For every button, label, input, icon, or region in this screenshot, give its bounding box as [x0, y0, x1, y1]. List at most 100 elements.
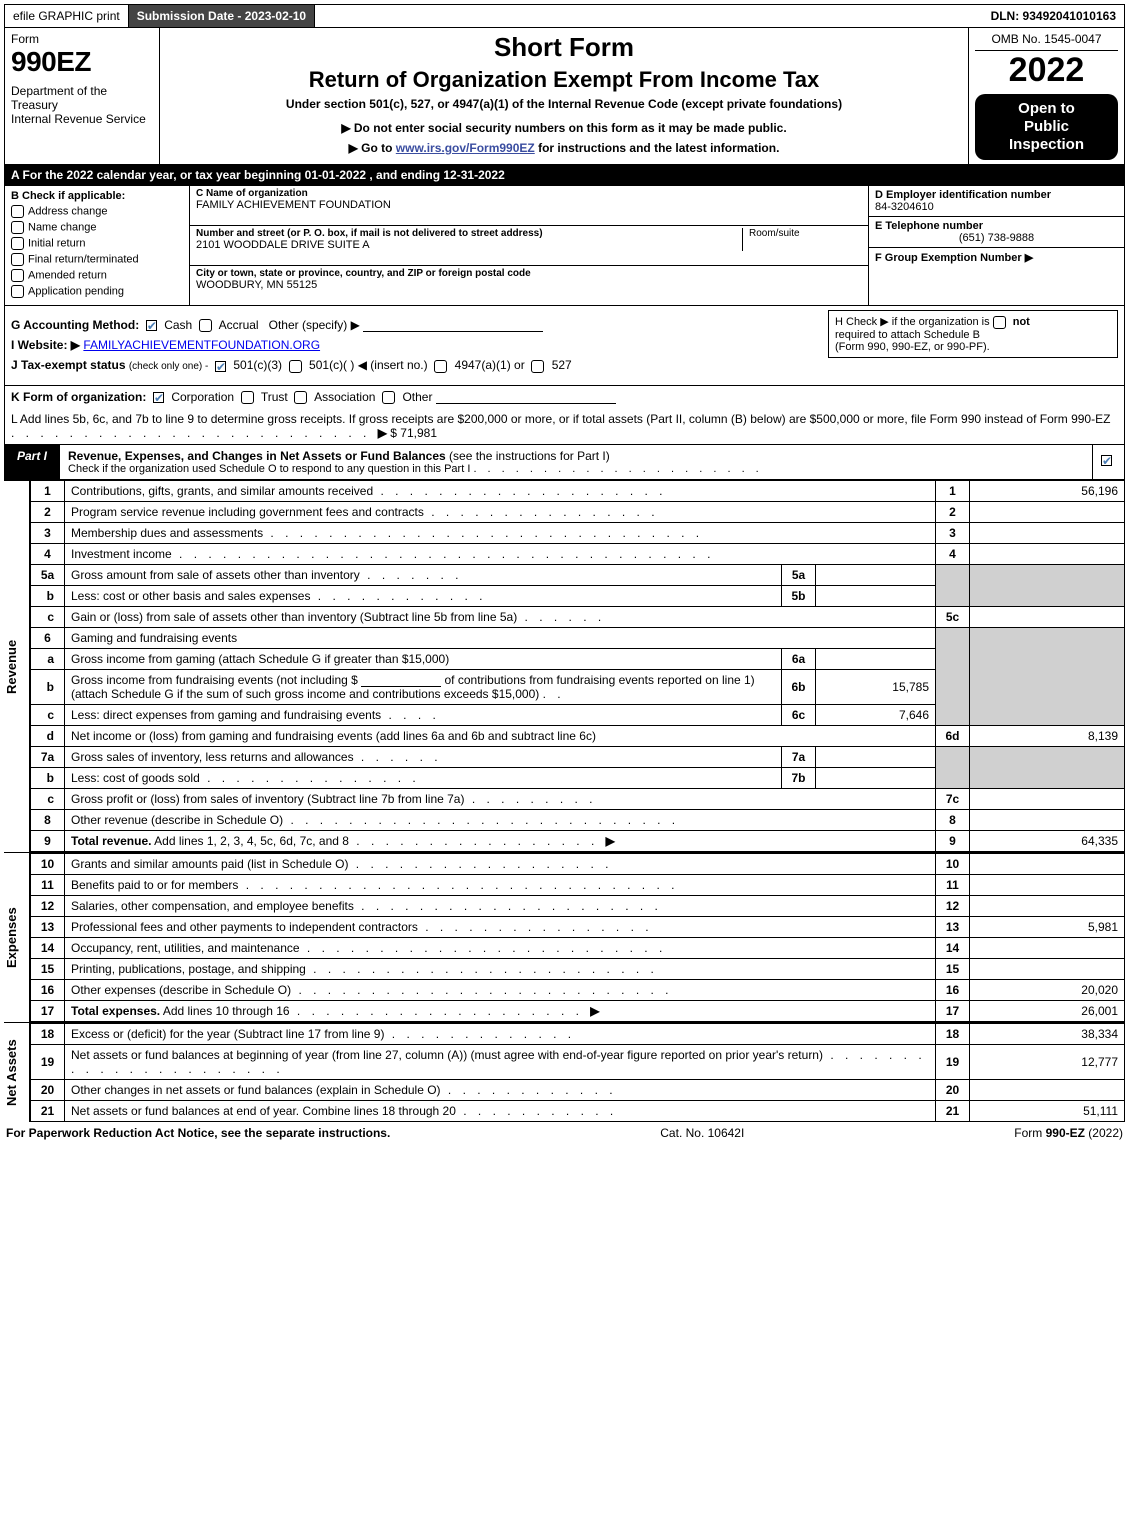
website-link[interactable]: FAMILYACHIEVEMENTFOUNDATION.ORG [83, 338, 320, 352]
f-group-row: F Group Exemption Number ▶ [869, 248, 1124, 305]
line-desc: Gross income from gaming (attach Schedul… [65, 648, 782, 669]
e-phone-label: E Telephone number [875, 220, 1118, 232]
g-other-input[interactable] [363, 318, 543, 332]
dots: . . . . . . . . . . . . . . . . . . . . … [300, 941, 667, 955]
line-desc: Gain or (loss) from sale of assets other… [65, 606, 936, 627]
j-501c: 501(c)( ) ◀ (insert no.) [309, 358, 428, 372]
goto-link[interactable]: www.irs.gov/Form990EZ [396, 141, 535, 155]
line-rnum: 18 [936, 1023, 970, 1045]
checkbox-icon[interactable] [993, 316, 1006, 329]
line-no: 16 [31, 979, 65, 1000]
mini-label: 5a [782, 564, 816, 585]
checkbox-icon[interactable] [153, 392, 164, 403]
mini-value: 15,785 [816, 669, 936, 704]
opt-final-return[interactable]: Final return/terminated [11, 253, 183, 266]
desc-text: Benefits paid to or for members [71, 878, 238, 892]
g-other: Other (specify) ▶ [269, 318, 360, 332]
short-form-title: Short Form [168, 32, 960, 63]
l-value: $ 71,981 [390, 426, 437, 440]
checkbox-icon[interactable] [294, 391, 307, 404]
desc-text: Net assets or fund balances at end of ye… [71, 1104, 456, 1118]
spacer [315, 5, 982, 27]
col-c: C Name of organization FAMILY ACHIEVEMEN… [190, 186, 869, 305]
dots: . . . . . . . . . . . . . . . . . . . . [373, 484, 666, 498]
checkbox-icon[interactable] [215, 361, 226, 372]
desc-text: Gain or (loss) from sale of assets other… [71, 610, 517, 624]
line-no: 12 [31, 895, 65, 916]
dots: . . . . . . . . . . . . . . . . . . . . … [473, 463, 762, 475]
opt-address-change[interactable]: Address change [11, 205, 183, 218]
opt-label: Amended return [28, 269, 107, 281]
checkbox-icon[interactable] [289, 360, 302, 373]
dots: . . . . . . . . . . . [456, 1104, 617, 1118]
j-527: 527 [552, 358, 572, 372]
part-i-schedule-o-check[interactable] [1092, 445, 1124, 479]
form-header: Form 990EZ Department of the Treasury In… [4, 28, 1125, 165]
inspection: Inspection [1009, 136, 1084, 153]
i-prefix: I Website: ▶ [11, 338, 80, 352]
line-10: 10 Grants and similar amounts paid (list… [31, 853, 1125, 875]
line-no: 9 [31, 830, 65, 851]
b-text: Check if applicable: [22, 190, 125, 202]
line-desc: Investment income . . . . . . . . . . . … [65, 543, 936, 564]
line-desc: Membership dues and assessments . . . . … [65, 522, 936, 543]
checkbox-icon[interactable] [146, 320, 157, 331]
line-no: 11 [31, 874, 65, 895]
col-b-header: B Check if applicable: [11, 190, 183, 202]
line-rnum: 7c [936, 788, 970, 809]
public: Public [1024, 118, 1069, 135]
checkbox-icon[interactable] [199, 319, 212, 332]
checkbox-icon[interactable] [241, 391, 254, 404]
goto-suffix: for instructions and the latest informat… [538, 141, 779, 155]
l-text: L Add lines 5b, 6c, and 7b to line 9 to … [11, 412, 1110, 426]
footer-right-suffix: (2022) [1085, 1126, 1123, 1140]
contrib-input[interactable] [361, 673, 441, 687]
line-no: c [31, 704, 65, 725]
line-no: c [31, 606, 65, 627]
line-9: 9 Total revenue. Add lines 1, 2, 3, 4, 5… [31, 830, 1125, 851]
line-no: 21 [31, 1100, 65, 1121]
line-no: b [31, 585, 65, 606]
line-amt [970, 809, 1125, 830]
irs-label: Internal Revenue Service [11, 112, 146, 126]
e-phone-row: E Telephone number (651) 738-9888 [869, 217, 1124, 248]
b-prefix: B [11, 190, 19, 202]
line-17: 17 Total expenses. Add lines 10 through … [31, 1000, 1125, 1021]
netassets-table: 18 Excess or (deficit) for the year (Sub… [30, 1022, 1125, 1122]
dots: . . . . . . . . . . . . . . . . . . . . … [306, 962, 658, 976]
mini-value [816, 767, 936, 788]
line-no: 14 [31, 937, 65, 958]
opt-application-pending[interactable]: Application pending [11, 285, 183, 298]
line-desc: Program service revenue including govern… [65, 501, 936, 522]
gray-cell [936, 627, 970, 725]
opt-amended-return[interactable]: Amended return [11, 269, 183, 282]
mini-value [816, 564, 936, 585]
k-line: K Form of organization: Corporation Trus… [4, 386, 1125, 408]
opt-name-change[interactable]: Name change [11, 221, 183, 234]
line-desc: Excess or (deficit) for the year (Subtra… [65, 1023, 936, 1045]
checkbox-icon[interactable] [531, 360, 544, 373]
gray-cell [936, 746, 970, 788]
line-19: 19 Net assets or fund balances at beginn… [31, 1044, 1125, 1079]
checkbox-icon[interactable] [434, 360, 447, 373]
mini-label: 6b [782, 669, 816, 704]
checkbox-icon[interactable] [382, 391, 395, 404]
line-desc: Net assets or fund balances at beginning… [65, 1044, 936, 1079]
checkbox-icon [11, 269, 24, 282]
part-i-header: Part I Revenue, Expenses, and Changes in… [4, 445, 1125, 480]
line-desc: Net assets or fund balances at end of ye… [65, 1100, 936, 1121]
desc-text: Gross sales of inventory, less returns a… [71, 750, 354, 764]
footer-right-prefix: Form [1014, 1126, 1045, 1140]
topbar: efile GRAPHIC print Submission Date - 20… [4, 4, 1125, 28]
desc-text: Gross profit or (loss) from sales of inv… [71, 792, 464, 806]
submission-date: Submission Date - 2023-02-10 [129, 5, 315, 27]
header-center: Short Form Return of Organization Exempt… [160, 28, 969, 164]
opt-initial-return[interactable]: Initial return [11, 237, 183, 250]
line-desc: Total expenses. Add lines 10 through 16 … [65, 1000, 936, 1021]
line-21: 21 Net assets or fund balances at end of… [31, 1100, 1125, 1121]
k-other-input[interactable] [436, 390, 616, 404]
k-corp: Corporation [171, 390, 234, 404]
desc-bold: Total expenses. [71, 1004, 160, 1018]
line-4: 4 Investment income . . . . . . . . . . … [31, 543, 1125, 564]
tax-year: 2022 [975, 51, 1118, 90]
